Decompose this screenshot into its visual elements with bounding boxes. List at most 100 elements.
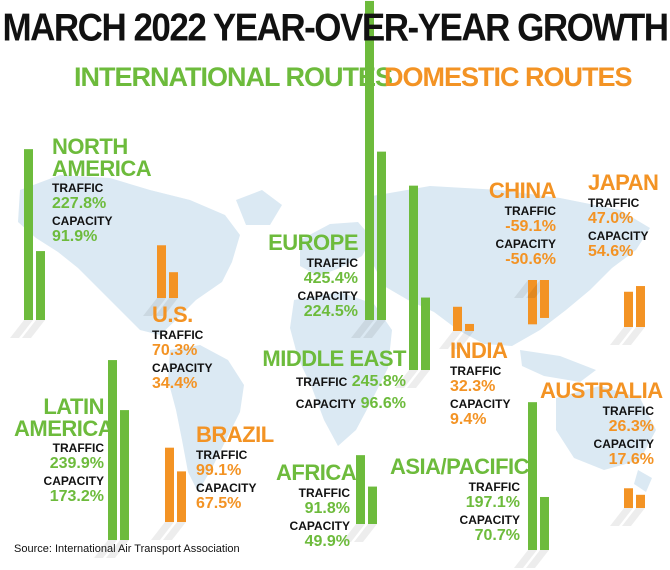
bar-asia-pacific-traffic <box>528 402 537 550</box>
bar-europe-capacity <box>377 151 386 320</box>
bar-shadow <box>622 508 645 526</box>
bar-shadow <box>342 524 365 542</box>
region-name: BRAZIL <box>196 422 274 447</box>
capacity-value: 91.9% <box>52 228 98 245</box>
label-europe: EUROPE TRAFFIC 425.4% CAPACITY 224.5% <box>262 230 358 321</box>
bar-shadow <box>151 522 174 540</box>
traffic-value: 227.8% <box>52 195 107 212</box>
region-name: EUROPE <box>268 230 358 255</box>
capacity-value: 224.5% <box>303 303 358 320</box>
map-south-america <box>168 345 244 492</box>
bar-shadow <box>439 331 462 349</box>
chart-title: MARCH 2022 YEAR-OVER-YEAR GROWTH <box>2 6 669 50</box>
bar-shadow <box>354 524 377 542</box>
label-china: CHINA TRAFFIC -59.1% CAPACITY -50.6% <box>470 180 557 269</box>
bar-shadow <box>106 540 129 558</box>
bar-europe-traffic <box>365 0 374 320</box>
region-name: MIDDLE EAST <box>262 346 406 371</box>
capacity-label: CAPACITY <box>593 437 654 451</box>
label-africa: AFRICA TRAFFIC 91.8% CAPACITY 49.9% <box>276 460 357 551</box>
bar-shadow <box>610 508 633 526</box>
map-asia <box>366 186 650 346</box>
label-us: U.S. TRAFFIC 70.3% CAPACITY 34.4% <box>152 302 213 393</box>
bar-china-capacity <box>540 280 549 318</box>
traffic-value: 91.8% <box>304 500 350 517</box>
capacity-value: 9.4% <box>450 411 487 428</box>
capacity-value: 173.2% <box>49 488 104 505</box>
traffic-value: 425.4% <box>303 270 358 287</box>
capacity-value: 70.7% <box>474 527 520 544</box>
traffic-value: -59.1% <box>505 218 556 235</box>
map-africa <box>290 292 392 446</box>
traffic-label: TRAFFIC <box>602 404 654 418</box>
traffic-label: TRAFFIC <box>450 364 502 378</box>
label-latin-america: LATIN AMERICA TRAFFIC 239.9% CAPACITY 17… <box>14 394 114 506</box>
region-name: AMERICA <box>14 416 114 441</box>
legend-domestic-routes: DOMESTIC ROUTES <box>384 62 633 92</box>
bar-africa-traffic <box>356 455 365 524</box>
bar-asia-pacific-capacity <box>540 496 549 550</box>
traffic-value: 239.9% <box>49 455 104 472</box>
capacity-label: CAPACITY <box>152 361 213 375</box>
traffic-value: 99.1% <box>196 462 242 479</box>
capacity-row: CAPACITY 96.6% <box>262 395 406 413</box>
bar-shadow <box>163 522 186 540</box>
bar-shadow <box>395 370 418 388</box>
traffic-value: 197.1% <box>465 494 520 511</box>
bar-india-capacity <box>465 323 474 331</box>
bar-shadow <box>351 320 374 338</box>
traffic-label: TRAFFIC <box>196 448 248 462</box>
traffic-value: 32.3% <box>450 378 496 395</box>
bar-shadow <box>143 298 166 316</box>
capacity-value: 34.4% <box>152 375 198 392</box>
traffic-label: TRAFFIC <box>504 204 556 218</box>
bar-u-s--traffic <box>157 245 166 298</box>
traffic-label: TRAFFIC <box>298 486 350 500</box>
bar-shadow <box>94 540 117 558</box>
bar-shadow <box>10 320 33 338</box>
bar-shadow <box>22 320 45 338</box>
map-australia <box>556 386 656 470</box>
legend-international-routes: INTERNATIONAL ROUTES <box>74 62 393 92</box>
region-name: AFRICA <box>276 460 357 485</box>
map-europe <box>300 222 372 276</box>
region-name: AUSTRALIA <box>540 378 663 403</box>
traffic-label: TRAFFIC <box>468 480 520 494</box>
bar-middle-east-capacity <box>421 297 430 370</box>
bar-brazil-traffic <box>165 447 174 522</box>
bar-shadow <box>526 550 549 568</box>
bar-india-traffic <box>453 306 462 331</box>
bar-australia-traffic <box>624 488 633 508</box>
bar-u-s--capacity <box>169 272 178 298</box>
label-asia-pacific: ASIA/PACIFIC TRAFFIC 197.1% CAPACITY 70.… <box>390 454 530 545</box>
region-name: LATIN <box>43 394 104 419</box>
bar-japan-traffic <box>624 291 633 327</box>
bar-china-traffic <box>528 280 537 325</box>
label-australia: AUSTRALIA TRAFFIC 26.3% CAPACITY 17.6% <box>540 378 663 469</box>
bar-latin-america-capacity <box>120 410 129 540</box>
source-note: Source: International Air Transport Asso… <box>14 543 240 555</box>
region-name: INDIA <box>450 338 508 363</box>
traffic-value: 245.8% <box>351 373 406 390</box>
map-north-america <box>18 175 240 335</box>
traffic-value: 70.3% <box>152 342 198 359</box>
label-north-america: NORTH AMERICA TRAFFIC 227.8% CAPACITY 91… <box>52 134 152 246</box>
map-southeast-asia <box>520 350 596 382</box>
bar-shadow <box>407 370 430 388</box>
bar-shadow <box>514 550 537 568</box>
region-name: NORTH <box>52 134 128 159</box>
bar-shadow <box>363 320 386 338</box>
traffic-label: TRAFFIC <box>588 196 640 210</box>
bar-shadow <box>622 327 645 345</box>
capacity-value: 49.9% <box>304 533 350 550</box>
traffic-label: TRAFFIC <box>52 441 104 455</box>
region-name: ASIA/PACIFIC <box>390 454 530 479</box>
region-name: U.S. <box>152 302 193 327</box>
label-japan: JAPAN TRAFFIC 47.0% CAPACITY 54.6% <box>588 172 659 261</box>
capacity-label: CAPACITY <box>495 237 556 251</box>
label-middle-east: MIDDLE EAST TRAFFIC 245.8% CAPACITY 96.6… <box>262 348 406 413</box>
traffic-label: TRAFFIC <box>306 256 358 270</box>
capacity-label: CAPACITY <box>459 513 520 527</box>
traffic-label: TRAFFIC <box>52 181 104 195</box>
